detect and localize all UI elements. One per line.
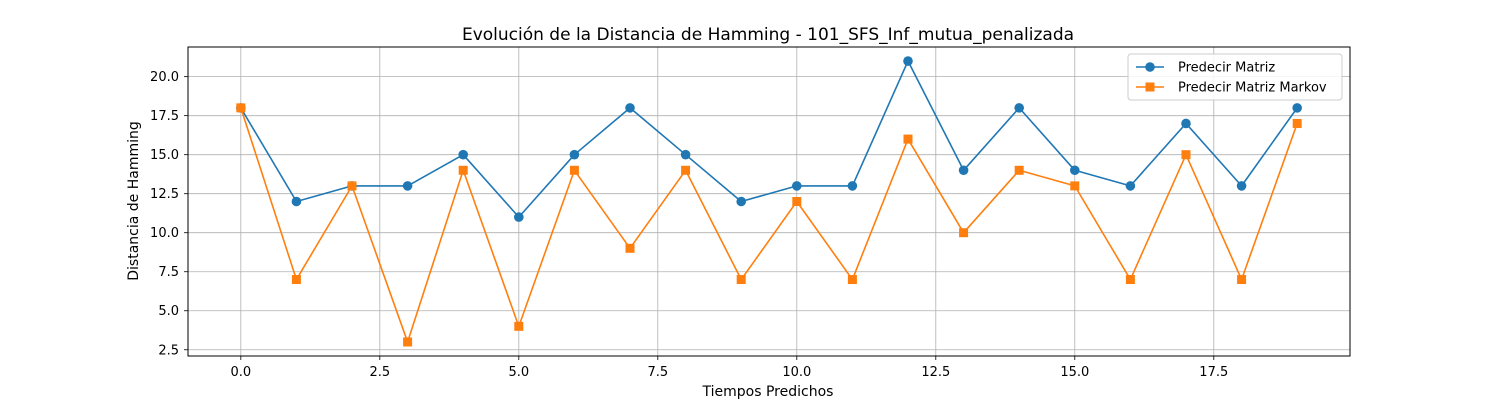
data-point [958,165,969,176]
ticks: 0.0 2.5 5.0 7.5 10.0 12.5 15.0 17.5 2.5 5.0 7.5 10.… [150,70,1228,380]
data-point [1014,165,1024,175]
legend-item: Predecir Matriz [1136,61,1275,76]
y-axis-title: Distancia de Hamming [126,121,142,281]
legend-item: Predecir Matriz Markov [1136,81,1327,96]
data-point [903,134,913,144]
x-axis-title: Tiempos Predichos [702,384,834,400]
y-tick-label: 7.5 [158,265,179,280]
data-point [458,149,469,160]
y-tick-label: 15.0 [150,148,179,163]
y-tick-label: 12.5 [150,187,179,202]
x-tick-label: 10.0 [782,365,811,380]
legend-label: Predecir Matriz [1178,61,1275,76]
data-point [1181,150,1191,160]
x-tick-label: 15.0 [1060,365,1089,380]
data-point [403,337,413,347]
data-point [402,181,413,191]
data-point [458,165,468,175]
y-tick-label: 2.5 [158,343,179,358]
series-line [240,107,1298,343]
data-point [736,196,747,207]
data-point [1292,118,1302,128]
data-point [1236,181,1247,191]
legend-marker [1145,82,1155,92]
data-point [1125,181,1136,191]
y-tick-label: 5.0 [158,304,179,319]
grid [188,47,1350,356]
data-point [736,275,746,285]
data-point [847,181,858,191]
series-line [240,60,1298,218]
data-point [291,196,302,207]
data-point [1292,103,1302,113]
data-point [903,56,913,66]
data-point [1070,181,1080,191]
x-tick-label: 12.5 [921,365,950,380]
y-tick-label: 10.0 [150,226,179,241]
y-tick-label: 17.5 [150,109,179,124]
data-point [959,228,969,238]
legend-label: Predecir Matriz Markov [1178,81,1327,96]
legend-marker [1145,62,1155,72]
data-point [1181,118,1191,129]
data-point [847,275,857,285]
data-point [1125,275,1135,285]
data-point [625,243,635,253]
legend: Predecir Matriz Predecir Matriz Markov [1127,53,1343,101]
data-point [791,181,802,191]
series-2 [236,103,1302,347]
data-point [681,165,691,175]
data-point [514,321,524,331]
data-point [1069,165,1080,176]
data-point [792,197,802,206]
chart-title: Evolución de la Distancia de Hamming - 1… [462,25,1074,45]
x-tick-label: 0.0 [230,365,251,380]
data-point [347,181,357,191]
x-tick-label: 2.5 [369,365,390,380]
legend-box [1127,53,1343,101]
plot-frame [187,46,1351,357]
data-point [625,103,635,113]
x-tick-label: 5.0 [508,365,529,380]
series-layer [236,56,1302,347]
data-point [680,149,691,160]
data-point [569,165,579,175]
data-point [569,149,580,160]
data-point [236,103,246,113]
data-point [1014,103,1024,113]
y-tick-label: 20.0 [150,70,179,85]
x-tick-label: 17.5 [1199,365,1228,380]
x-tick-label: 7.5 [647,365,668,380]
data-point [514,212,524,222]
data-point [1237,275,1247,285]
data-point [291,275,301,285]
